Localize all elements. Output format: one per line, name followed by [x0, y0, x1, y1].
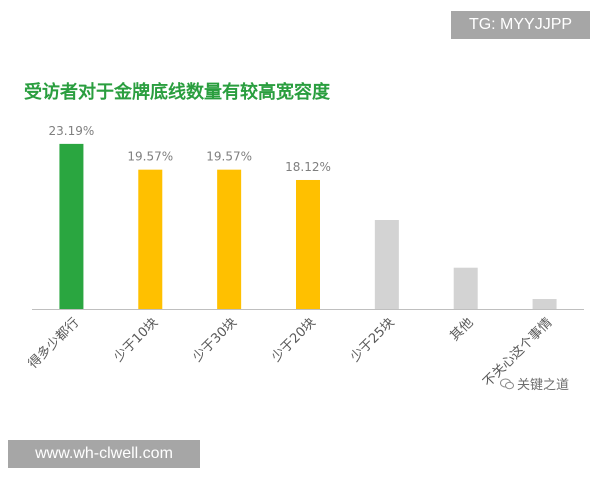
watermark: 关键之道	[500, 374, 569, 393]
bar-2	[138, 169, 163, 309]
watermark-text: 关键之道	[517, 378, 570, 393]
bar-4	[296, 179, 320, 309]
data-label-1: 23.19%	[49, 124, 95, 138]
data-label-3: 19.57%	[206, 150, 252, 164]
data-label-4: 18.12%	[285, 160, 331, 174]
tg-badge: TG: MYYJJPP	[451, 11, 590, 39]
bar-6	[453, 267, 478, 309]
bar-3	[217, 169, 242, 309]
website-badge: www.wh-clwell.com	[8, 440, 200, 468]
category-label-6: 其他	[448, 315, 477, 344]
bar-7	[532, 299, 557, 309]
category-label-3: 少于30块	[190, 315, 240, 365]
bar-5	[374, 220, 399, 309]
category-label-5: 少于25块	[348, 315, 398, 365]
bar-1	[59, 143, 84, 309]
category-label-1: 得多少都行	[25, 315, 82, 372]
chart-title: 受访者对于金牌底线数量有较高宽容度	[24, 82, 330, 103]
data-label-2: 19.57%	[127, 150, 173, 164]
category-label-4: 少于20块	[269, 315, 319, 365]
category-label-2: 少于10块	[111, 315, 161, 365]
wechat-icon	[500, 378, 514, 389]
